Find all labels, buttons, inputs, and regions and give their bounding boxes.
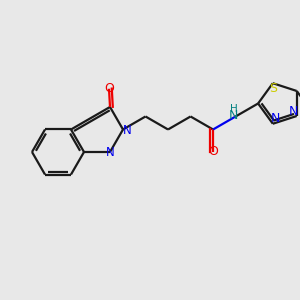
Text: H: H: [230, 104, 238, 115]
Text: N: N: [106, 146, 114, 158]
Text: O: O: [104, 82, 114, 95]
Text: S: S: [269, 82, 277, 95]
Text: N: N: [123, 124, 131, 137]
Text: N: N: [229, 109, 238, 122]
Text: N: N: [271, 112, 280, 125]
Text: N: N: [289, 104, 298, 118]
Text: O: O: [208, 145, 218, 158]
